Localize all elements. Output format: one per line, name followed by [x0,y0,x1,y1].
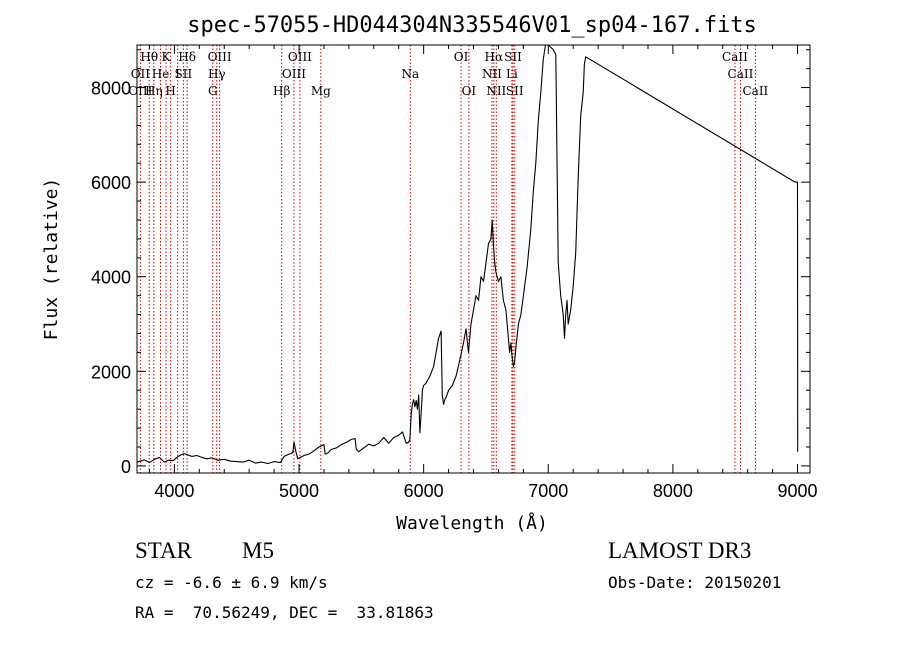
y-tick-label: 8000 [91,79,131,99]
obs-date-text: Obs-Date: 20150201 [608,573,782,592]
line-label-26: NII [486,84,506,98]
y-axis: 0 2000 4000 6000 8000 [91,49,810,477]
x-tick-label: 7000 [528,481,568,501]
line-label-0: Hθ [140,50,158,64]
line-label-6: Hα [485,50,504,64]
line-label-15: Na [401,67,419,81]
line-label-1: K [162,50,172,64]
survey-name: LAMOST DR3 [608,538,752,563]
line-label-5: OI [454,50,469,64]
line-label-16: NII [482,67,502,81]
line-label-2: Hδ [178,50,196,64]
object-class: STAR [135,538,192,563]
redshift-text: cz = -6.6 ± 6.9 km/s [135,573,328,592]
x-tick-label: 6000 [404,481,444,501]
line-label-21: H [165,84,175,98]
object-subclass: M5 [242,538,274,563]
chart-title: spec-57055-HD044304N335546V01_sp04-167.f… [187,13,757,38]
spectrum-line [137,45,799,465]
line-label-23: Hβ [273,84,290,98]
line-label-10: He [152,67,170,81]
line-label-22: G [208,84,218,98]
line-label-28: CaII [742,84,768,98]
line-label-24: Mg [311,84,331,98]
line-label-4: OIII [288,50,312,64]
y-tick-label: 2000 [91,362,131,382]
x-axis: 4000 5000 6000 7000 8000 9000 [148,45,818,501]
line-label-12: SII [175,67,193,81]
line-label-20: Hη [145,84,163,98]
line-label-18: CaII [728,67,754,81]
x-axis-label: Wavelength (Å) [396,512,548,534]
emission-line-markers [139,45,756,473]
y-axis-label: Flux (relative) [41,178,62,341]
x-tick-label: 4000 [154,481,194,501]
line-label-3: OIII [208,50,232,64]
x-tick-label: 8000 [653,481,693,501]
line-label-14: OIII [282,67,306,81]
line-label-7: SII [504,50,522,64]
line-label-8: CaII [722,50,748,64]
line-label-19: OIII [128,84,152,98]
spectrum-series [137,45,799,465]
line-label-11: I [175,67,180,81]
x-tick-label: 9000 [778,481,818,501]
y-tick-label: 0 [121,457,131,477]
y-tick-label: 4000 [91,268,131,288]
x-tick-label: 5000 [279,481,319,501]
line-label-27: SII [506,84,524,98]
line-label-13: Hγ [208,67,226,81]
y-tick-label: 6000 [91,173,131,193]
plot-frame [136,44,811,474]
line-label-17: Li [506,67,518,81]
line-label-9: OII [131,67,151,81]
line-label-25: OI [462,84,477,98]
coordinates-text: RA = 70.56249, DEC = 33.81863 [135,603,434,622]
